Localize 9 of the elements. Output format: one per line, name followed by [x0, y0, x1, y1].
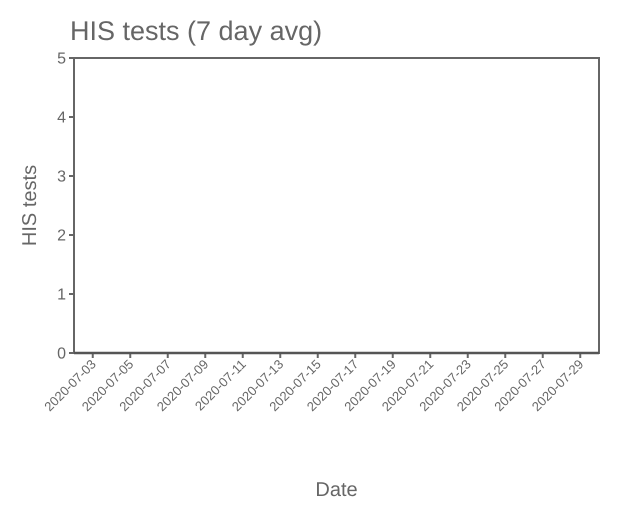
y-axis-title: HIS tests: [19, 164, 41, 246]
x-axis-title: Date: [315, 479, 358, 501]
chart-title: HIS tests (7 day avg): [70, 16, 322, 46]
y-tick-label: 2: [57, 228, 66, 245]
y-tick-label: 4: [57, 110, 66, 127]
y-tick-label: 3: [57, 168, 66, 186]
y-tick-label: 5: [57, 50, 66, 68]
y-tick-label: 0: [57, 346, 66, 363]
y-tick-label: 1: [57, 286, 66, 304]
